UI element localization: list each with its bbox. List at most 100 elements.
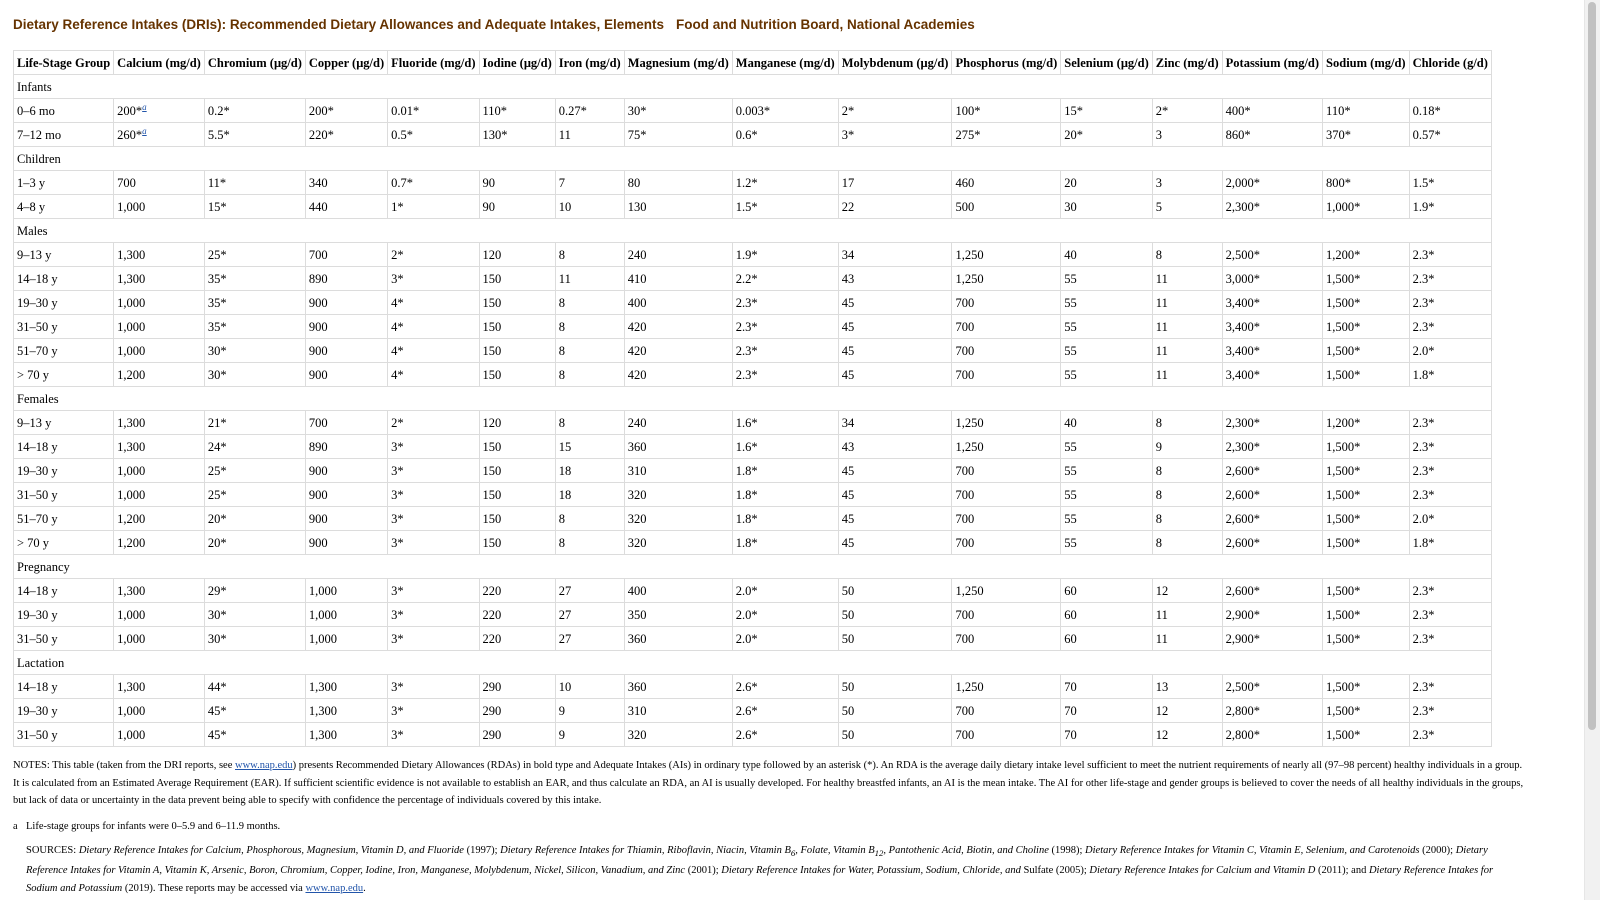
- cell-value: 360: [627, 440, 647, 454]
- cell-value: 55: [1064, 464, 1077, 478]
- cell-value: 1,500*: [1326, 368, 1361, 382]
- cell-value: 55: [1064, 512, 1077, 526]
- value-cell: 1,000: [113, 314, 205, 339]
- notes-nap-link[interactable]: www.nap.edu: [235, 760, 293, 771]
- value-cell: 35*: [203, 314, 306, 339]
- value-cell: 1,000: [304, 602, 389, 627]
- column-header: Iron (mg/d): [554, 50, 625, 75]
- value-cell: 310: [623, 458, 733, 483]
- value-cell: 45*: [203, 698, 306, 723]
- cell-value: 110*: [482, 104, 508, 118]
- value-cell: 150: [478, 530, 556, 555]
- source-ref-2-sub-6: 6: [790, 847, 796, 858]
- cell-value: 1,250: [955, 440, 984, 454]
- value-cell: 2,900*: [1221, 626, 1324, 651]
- value-cell: 45: [837, 362, 953, 387]
- cell-value: 3*: [391, 608, 404, 622]
- cell-value: 700: [955, 488, 975, 502]
- cell-value: 31–50 y: [17, 320, 58, 334]
- value-cell: 8: [1151, 458, 1223, 483]
- value-cell: 290: [478, 698, 556, 723]
- value-cell: 2.3*: [731, 338, 839, 363]
- cell-value: 11: [1155, 296, 1168, 310]
- value-cell: 130: [623, 194, 733, 219]
- source-ref-6: Dietary Reference Intakes for Calcium an…: [1089, 865, 1316, 877]
- value-cell: 1,500*: [1322, 506, 1410, 531]
- source-ref-7: Dietary Reference Intakes for Sodium and…: [26, 865, 1494, 894]
- cell-value: 2,500*: [1225, 248, 1261, 262]
- vertical-scrollbar[interactable]: [1584, 0, 1600, 900]
- cell-value: 1.8*: [735, 464, 758, 478]
- value-cell: 700: [113, 170, 205, 195]
- value-cell: 10: [554, 674, 625, 699]
- footnote-a-link[interactable]: a: [142, 125, 147, 136]
- value-cell: 55: [1060, 530, 1153, 555]
- cell-value: 1,500*: [1326, 272, 1361, 286]
- value-cell: 1,300: [113, 242, 205, 267]
- cell-value: 50: [841, 680, 855, 694]
- value-cell: 25*: [203, 482, 306, 507]
- sources-end: .: [363, 882, 366, 894]
- value-cell: 1,000: [113, 338, 205, 363]
- value-cell: 45*: [203, 722, 306, 747]
- cell-value: 2*: [391, 248, 404, 262]
- value-cell: 2.3*: [731, 362, 839, 387]
- column-header: Molybdenum (μg/d): [837, 50, 953, 75]
- value-cell: 360: [623, 434, 733, 459]
- value-cell: 120: [478, 242, 556, 267]
- value-cell: 3*: [387, 578, 480, 603]
- table-row: 9–13 y 1,300 25* 700 2* 120 8 240 1.9* 34 1,250 40 8…: [12, 242, 1492, 267]
- value-cell: 2.6*: [731, 722, 839, 747]
- value-cell: 800*: [1322, 170, 1410, 195]
- cell-value: 700: [955, 608, 975, 622]
- value-cell: 220: [478, 626, 556, 651]
- cell-value: 2,300*: [1225, 416, 1261, 430]
- cell-value: 2.3*: [735, 368, 758, 382]
- value-cell: 1,200: [113, 506, 205, 531]
- value-cell: 2.3*: [1408, 578, 1492, 603]
- cell-value: 400: [627, 296, 647, 310]
- cell-value: 700: [955, 632, 975, 646]
- cell-value: 9: [558, 704, 566, 718]
- cell-value: 8: [1155, 488, 1163, 502]
- cell-value: 8: [558, 248, 566, 262]
- cell-value: 70: [1064, 728, 1077, 742]
- cell-value: > 70 y: [17, 368, 50, 382]
- cell-value: 1,250: [955, 272, 984, 286]
- cell-value: 1,300: [117, 248, 146, 262]
- column-header: Iodine (μg/d): [478, 50, 556, 75]
- value-cell: 30*: [203, 626, 306, 651]
- value-cell: 1.8*: [731, 458, 839, 483]
- scrollbar-thumb[interactable]: [1588, 2, 1596, 730]
- cell-value: 30*: [207, 608, 227, 622]
- value-cell: 2.3*: [1408, 290, 1492, 315]
- cell-value: 9: [558, 728, 566, 742]
- source-ref-3: Dietary Reference Intakes for Vitamin C,…: [1085, 844, 1420, 856]
- value-cell: 27: [554, 626, 625, 651]
- value-cell: 1,300: [304, 698, 389, 723]
- value-cell: 8: [1151, 410, 1223, 435]
- cell-value: 0.27*: [558, 104, 587, 118]
- footnote-a-link[interactable]: a: [142, 101, 147, 112]
- value-cell: 70: [1060, 722, 1153, 747]
- value-cell: 18: [554, 482, 625, 507]
- value-cell: 2,600*: [1221, 506, 1324, 531]
- value-cell: 700: [304, 410, 389, 435]
- sources-nap-link[interactable]: www.nap.edu: [305, 882, 364, 894]
- value-cell: 2,600*: [1221, 458, 1324, 483]
- cell-value: 440: [308, 200, 328, 214]
- value-cell: 700: [951, 602, 1062, 627]
- cell-value: 900: [308, 536, 328, 550]
- table-row: 14–18 y 1,300 24* 890 3* 150 15 360 1.6* 43 1,250 5…: [12, 434, 1492, 459]
- cell-value: 220*: [308, 128, 334, 142]
- cell-value: 2.3*: [735, 296, 758, 310]
- value-cell: 1.5*: [731, 194, 839, 219]
- cell-value: 1,500*: [1326, 608, 1361, 622]
- value-cell: 2,500*: [1221, 674, 1324, 699]
- value-cell: 200*a: [113, 98, 205, 123]
- value-cell: 0.5*: [387, 122, 480, 147]
- cell-value: 700: [955, 704, 975, 718]
- value-cell: 55: [1060, 506, 1153, 531]
- value-cell: 2.3*: [731, 314, 839, 339]
- table-row: 31–50 y 1,000 35* 900 4* 150 8 420 2.3* 45 700 55 11…: [12, 314, 1492, 339]
